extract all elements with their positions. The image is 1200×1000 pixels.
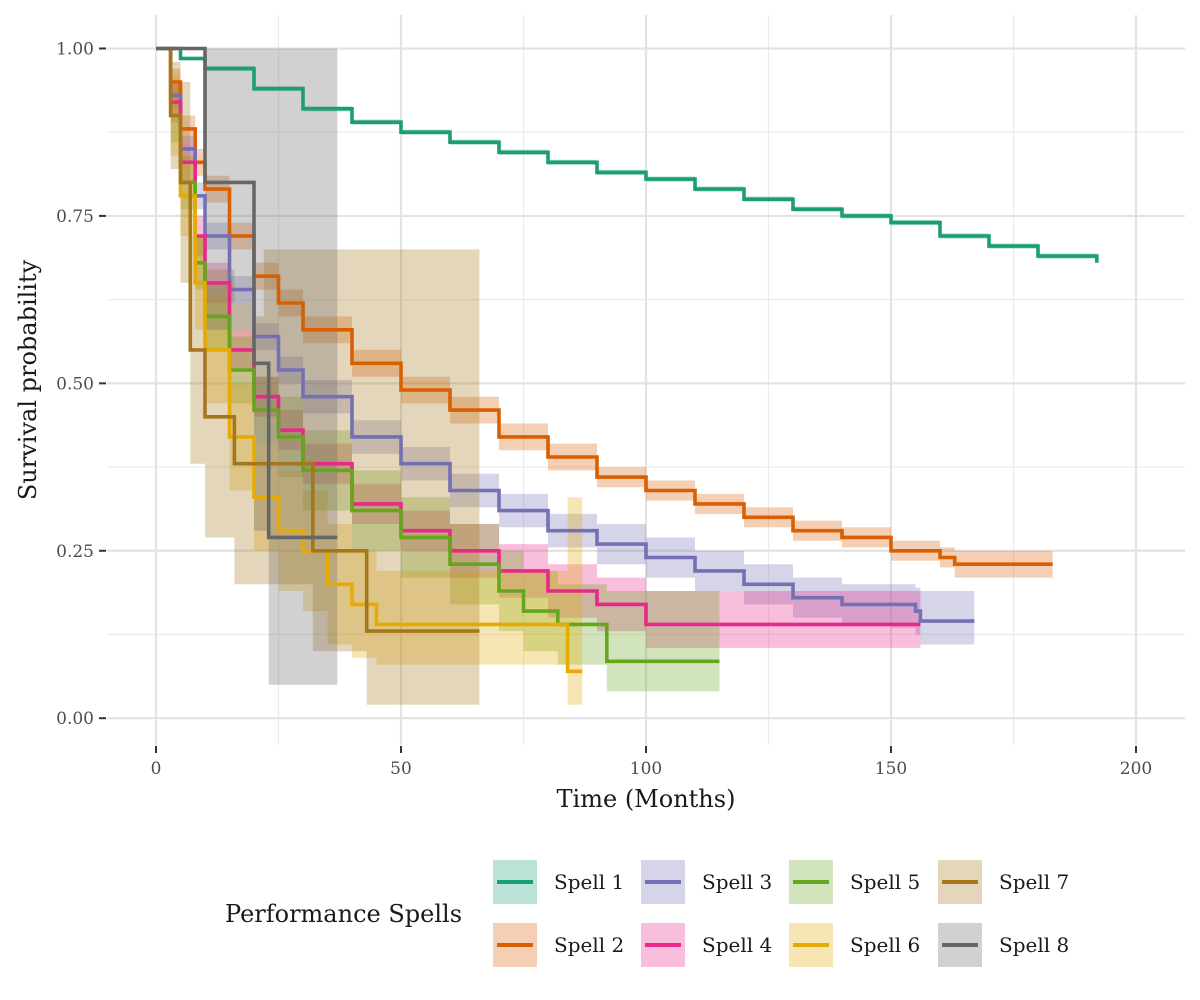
ribbon-spell-2: [165, 48, 1053, 578]
ribbon-spell-3: [165, 48, 975, 645]
ribbon-spell-5: [165, 48, 720, 692]
legend-label-spell-3: Spell 3: [702, 870, 772, 894]
legend-label-spell-1: Spell 1: [554, 870, 624, 894]
curve-spell-1: [156, 46, 1099, 263]
x-tick-label: 50: [390, 759, 412, 779]
y-tick-label: 0.50: [56, 374, 94, 394]
ribbon-spell-6: [165, 48, 583, 705]
survival-curves: [156, 46, 1099, 674]
y-tick-label: 0.75: [56, 207, 94, 227]
legend-label-spell-6: Spell 6: [850, 933, 920, 957]
x-tick-label: 150: [875, 759, 907, 779]
legend-label-spell-5: Spell 5: [850, 870, 920, 894]
y-tick-label: 0.00: [56, 709, 94, 729]
curve-spell-7: [165, 46, 480, 633]
legend-label-spell-8: Spell 8: [999, 933, 1069, 957]
legend: Performance Spells Spell 1 Spell 2 Spell 3…: [225, 860, 1069, 967]
legend-label-spell-2: Spell 2: [554, 933, 624, 957]
ribbon-spell-8: [156, 48, 338, 685]
y-tick-label: 1.00: [56, 39, 94, 59]
ribbon-spell-7: [165, 48, 480, 705]
x-tick-label: 100: [630, 759, 662, 779]
confidence-ribbons: [156, 48, 1097, 705]
curve-spell-3: [165, 46, 975, 623]
curve-spell-6: [165, 46, 583, 674]
curve-spell-8: [156, 46, 338, 540]
legend-label-spell-7: Spell 7: [999, 870, 1069, 894]
x-tick-label: 200: [1120, 759, 1152, 779]
y-tick-label: 0.25: [56, 542, 94, 562]
axes: 0.00 0.25 0.50 0.75 1.00 0 50 100 150 200: [56, 39, 1152, 779]
legend-label-spell-4: Spell 4: [702, 933, 772, 957]
y-axis-title: Survival probability: [14, 259, 42, 500]
x-axis-title: Time (Months): [557, 785, 736, 813]
ribbon-spell-4: [165, 48, 921, 648]
x-tick-label: 0: [151, 759, 162, 779]
legend-title: Performance Spells: [225, 900, 462, 928]
